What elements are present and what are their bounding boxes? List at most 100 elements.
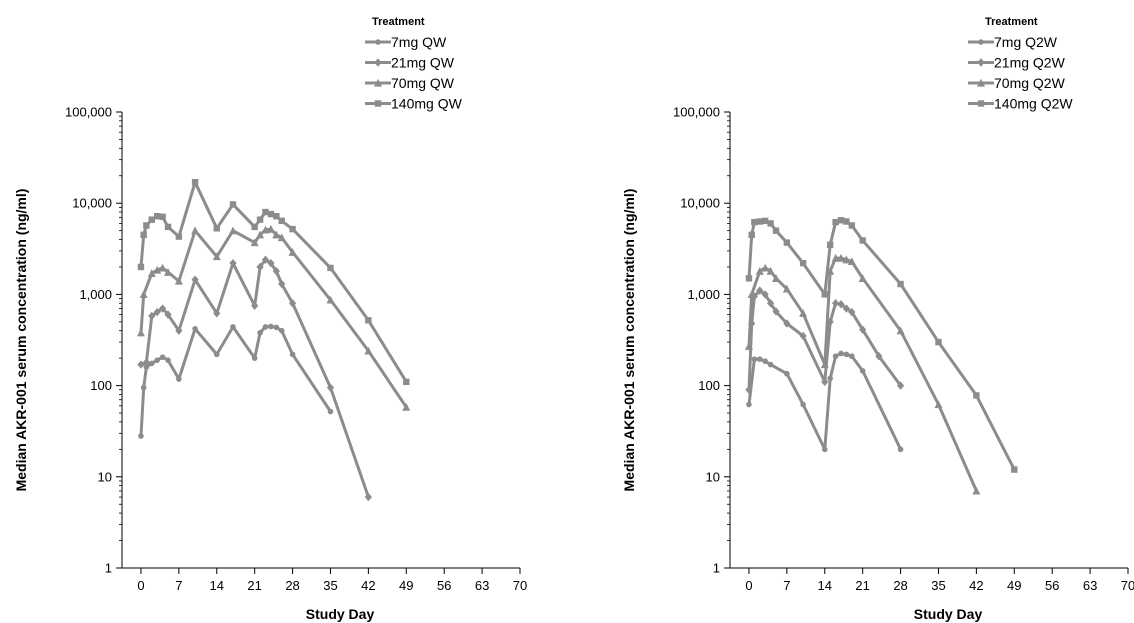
data-point [251, 223, 258, 231]
data-point [251, 355, 258, 361]
y-tick-label: 1,000 [687, 287, 720, 302]
data-point [935, 338, 942, 346]
data-point [278, 327, 285, 334]
chart-1: 1 10 100 1,000 10,000 100,000 0 7 14 21 28 35 42 49 56… [13, 16, 527, 622]
data-point [142, 358, 150, 367]
x-tick-label: 56 [1045, 578, 1059, 593]
data-point [277, 233, 286, 242]
data-point [139, 290, 148, 298]
data-point [159, 354, 166, 360]
data-point [289, 225, 296, 233]
data-point [229, 226, 238, 235]
data-point [784, 370, 790, 377]
data-point [799, 331, 807, 341]
data-point [148, 360, 155, 367]
data-point [859, 237, 866, 244]
data-point [140, 384, 147, 391]
legend-marker [374, 78, 382, 87]
data-point [257, 329, 263, 336]
y-tick-label: 10 [706, 469, 720, 484]
data-point [176, 376, 182, 382]
data-point [849, 353, 855, 360]
data-point [267, 210, 275, 218]
legend-marker [374, 58, 382, 67]
data-point [832, 218, 839, 226]
legend-label: 21mg Q2W [994, 55, 1066, 71]
legend-label: 7mg QW [391, 34, 447, 50]
x-tick-label: 0 [137, 578, 144, 593]
data-point [288, 248, 297, 256]
data-point [273, 324, 280, 331]
x-tick-label: 70 [1121, 578, 1134, 593]
data-point [744, 342, 753, 350]
legend-label: 7mg Q2W [994, 34, 1058, 50]
data-point [278, 279, 286, 289]
x-tick-label: 7 [783, 578, 790, 593]
series-4 [137, 178, 410, 386]
x-axis-title: Study Day [914, 606, 983, 622]
x-tick-label: 49 [399, 578, 413, 593]
data-point [327, 408, 334, 415]
data-point [212, 252, 221, 261]
data-point [827, 375, 833, 382]
data-point [847, 257, 856, 266]
legend-label: 140mg QW [391, 96, 463, 112]
data-point [973, 392, 980, 399]
data-point [832, 353, 839, 360]
data-point [746, 401, 752, 408]
data-point [153, 213, 161, 220]
data-point [858, 274, 867, 282]
data-point [192, 325, 198, 332]
x-tick-label: 21 [247, 578, 261, 593]
data-point [191, 226, 200, 235]
data-point [278, 217, 285, 225]
data-point [842, 255, 851, 264]
data-point [799, 259, 807, 267]
data-point [875, 352, 883, 361]
data-point [761, 290, 769, 299]
data-point [230, 324, 236, 330]
data-point [159, 213, 166, 220]
data-point [767, 220, 774, 227]
data-point [261, 225, 270, 234]
series-line [139, 258, 370, 499]
x-tick-label: 0 [745, 578, 752, 593]
legend-title: Treatment [372, 16, 425, 28]
data-point [972, 486, 981, 495]
data-point [843, 351, 850, 358]
data-point [755, 266, 764, 275]
data-point [229, 258, 237, 268]
x-tick-label: 21 [855, 578, 869, 593]
data-point [767, 299, 775, 308]
data-point [213, 309, 221, 318]
data-point [761, 217, 769, 225]
data-point [766, 266, 775, 275]
x-tick-label: 63 [1083, 578, 1097, 593]
data-point [143, 364, 150, 370]
y-tick-label: 1,000 [79, 287, 112, 302]
y-tick-label: 100 [90, 378, 112, 393]
x-tick-label: 28 [893, 578, 907, 593]
y-tick-label: 10,000 [72, 196, 112, 211]
legend-marker [375, 39, 381, 45]
data-point [837, 253, 846, 262]
data-point [143, 222, 150, 229]
series-1 [746, 350, 904, 453]
chart-2: 1 10 100 1,000 10,000 100,000 0 7 14 21 28 35 42 49 56… [621, 16, 1134, 622]
data-point [762, 358, 768, 365]
data-point [821, 291, 828, 298]
data-point [289, 351, 296, 358]
series-3 [744, 253, 981, 495]
data-point [838, 350, 844, 357]
data-point [848, 307, 856, 317]
data-point [821, 446, 828, 453]
x-tick-label: 7 [175, 578, 182, 593]
data-point [772, 307, 780, 316]
series-line [139, 325, 332, 438]
data-point [826, 241, 834, 248]
legend-label: 70mg QW [391, 75, 455, 91]
series-4 [745, 217, 1018, 473]
y-tick-label: 100 [698, 378, 720, 393]
series-1 [138, 323, 334, 439]
series-line [747, 218, 1016, 472]
